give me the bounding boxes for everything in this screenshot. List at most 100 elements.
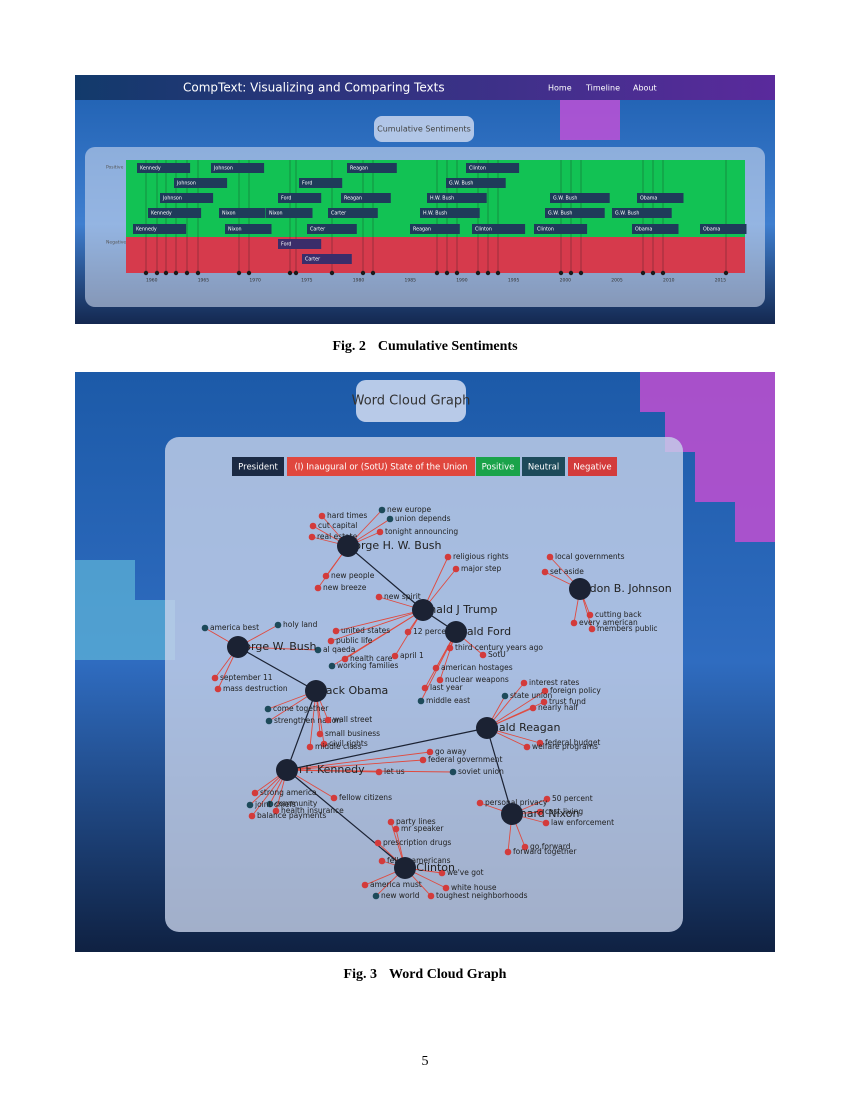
word-label: working families [337,661,399,670]
word-node [378,506,386,514]
word-node [523,743,531,751]
word-label: new breeze [323,583,367,592]
president-node [394,857,416,879]
word-label: small business [325,729,380,738]
chip-label: Obama [635,227,652,233]
axis-label: 2000 [560,278,572,284]
axis-label: 1985 [405,278,417,284]
word-label: civil rights [329,739,368,748]
chip [299,178,343,188]
word-label: 12 percent [413,627,454,636]
axis-label: 1960 [146,278,158,284]
word-label: fellow citizens [339,793,392,802]
word-label: nearly half [538,703,578,712]
figure-2: CompText: Visualizing and Comparing Text… [106,81,747,284]
legend-label: Negative [573,463,611,473]
edge [286,727,488,771]
president-node [227,636,249,658]
president-label: John F. Kennedy [277,763,365,776]
chip [446,178,506,188]
timeline-dot [495,270,501,276]
word-node [376,528,384,536]
document-text: Fig. 2 Cumulative Sentiments Fig. 3 Word Cl… [332,339,518,1069]
word-node [214,685,222,693]
word-node [318,512,326,520]
chip [148,208,202,218]
chip [266,208,313,218]
cloud [75,560,175,660]
word-node [330,794,338,802]
word-label: go forward [530,842,571,851]
word-label: prescription drugs [383,838,451,847]
timeline-dot [163,270,169,276]
word-node [529,704,537,712]
axis-label: 1990 [456,278,468,284]
nav-link[interactable]: Home [548,84,572,93]
legend-label: (I) Inaugural or (SotU) State of the Uni… [294,463,467,473]
timeline-dot [143,270,149,276]
chip-label: Kennedy [136,227,157,233]
president-node [445,621,467,643]
word-label: september 11 [220,673,273,682]
nav-link[interactable]: About [633,84,657,93]
chip [278,193,322,203]
president-node [501,803,523,825]
chip-label: G.W. Bush [615,211,639,217]
chip [160,193,214,203]
chip-label: Obama [703,227,720,233]
word-node [265,717,273,725]
chip [700,224,747,234]
edge [237,646,317,692]
legend-chip [522,457,565,476]
chip-label: Johnson [213,166,233,172]
word-node [211,674,219,682]
word-node [375,593,383,601]
word-node [540,698,548,706]
figure-caption: Fig. 3 Word Cloud Graph [344,967,507,982]
chip [219,208,266,218]
panel-title: Word Cloud Graph [352,394,471,409]
timeline-dot [444,270,450,276]
word-label: party lines [396,817,436,826]
word-label: soviet union [458,767,504,776]
word-node [308,533,316,541]
word-label: america best [210,623,259,632]
chip [307,224,357,234]
president-node [569,578,591,600]
caption-label: Fig. 3 [344,967,377,982]
word-label: state union [510,691,553,700]
cloud [640,372,775,542]
axis-label: 2005 [611,278,623,284]
word-label: new europe [387,505,432,514]
edge [286,690,317,771]
word-node [541,568,549,576]
word-node [314,646,322,654]
chip [534,224,588,234]
word-label: let us [384,767,405,776]
word-label: new people [331,571,375,580]
page-number: 5 [422,1054,429,1069]
negative-band [126,237,745,273]
word-label: foreign policy [550,686,601,695]
chip-label: G.W. Bush [553,196,577,202]
word-node [446,644,454,652]
chip [612,208,672,218]
chip-label: Carter [331,211,346,217]
edge [335,609,424,632]
chip-label: G.W. Bush [449,181,473,187]
chip-label: H.W. Bush [430,196,454,202]
word-label: real estate [317,532,358,541]
word-label: balance payments [257,811,326,820]
chip-label: Clinton [469,166,486,172]
row-label: Positive [106,165,124,171]
word-node [536,808,544,816]
nav-link[interactable]: Timeline [585,84,620,93]
timeline-dot [434,270,440,276]
timeline-dot [329,270,335,276]
word-node [432,664,440,672]
word-label: white house [451,883,497,892]
word-node [201,624,209,632]
timeline-dot [236,270,242,276]
word-node [246,801,254,809]
caption-label: Fig. 2 [332,339,365,354]
